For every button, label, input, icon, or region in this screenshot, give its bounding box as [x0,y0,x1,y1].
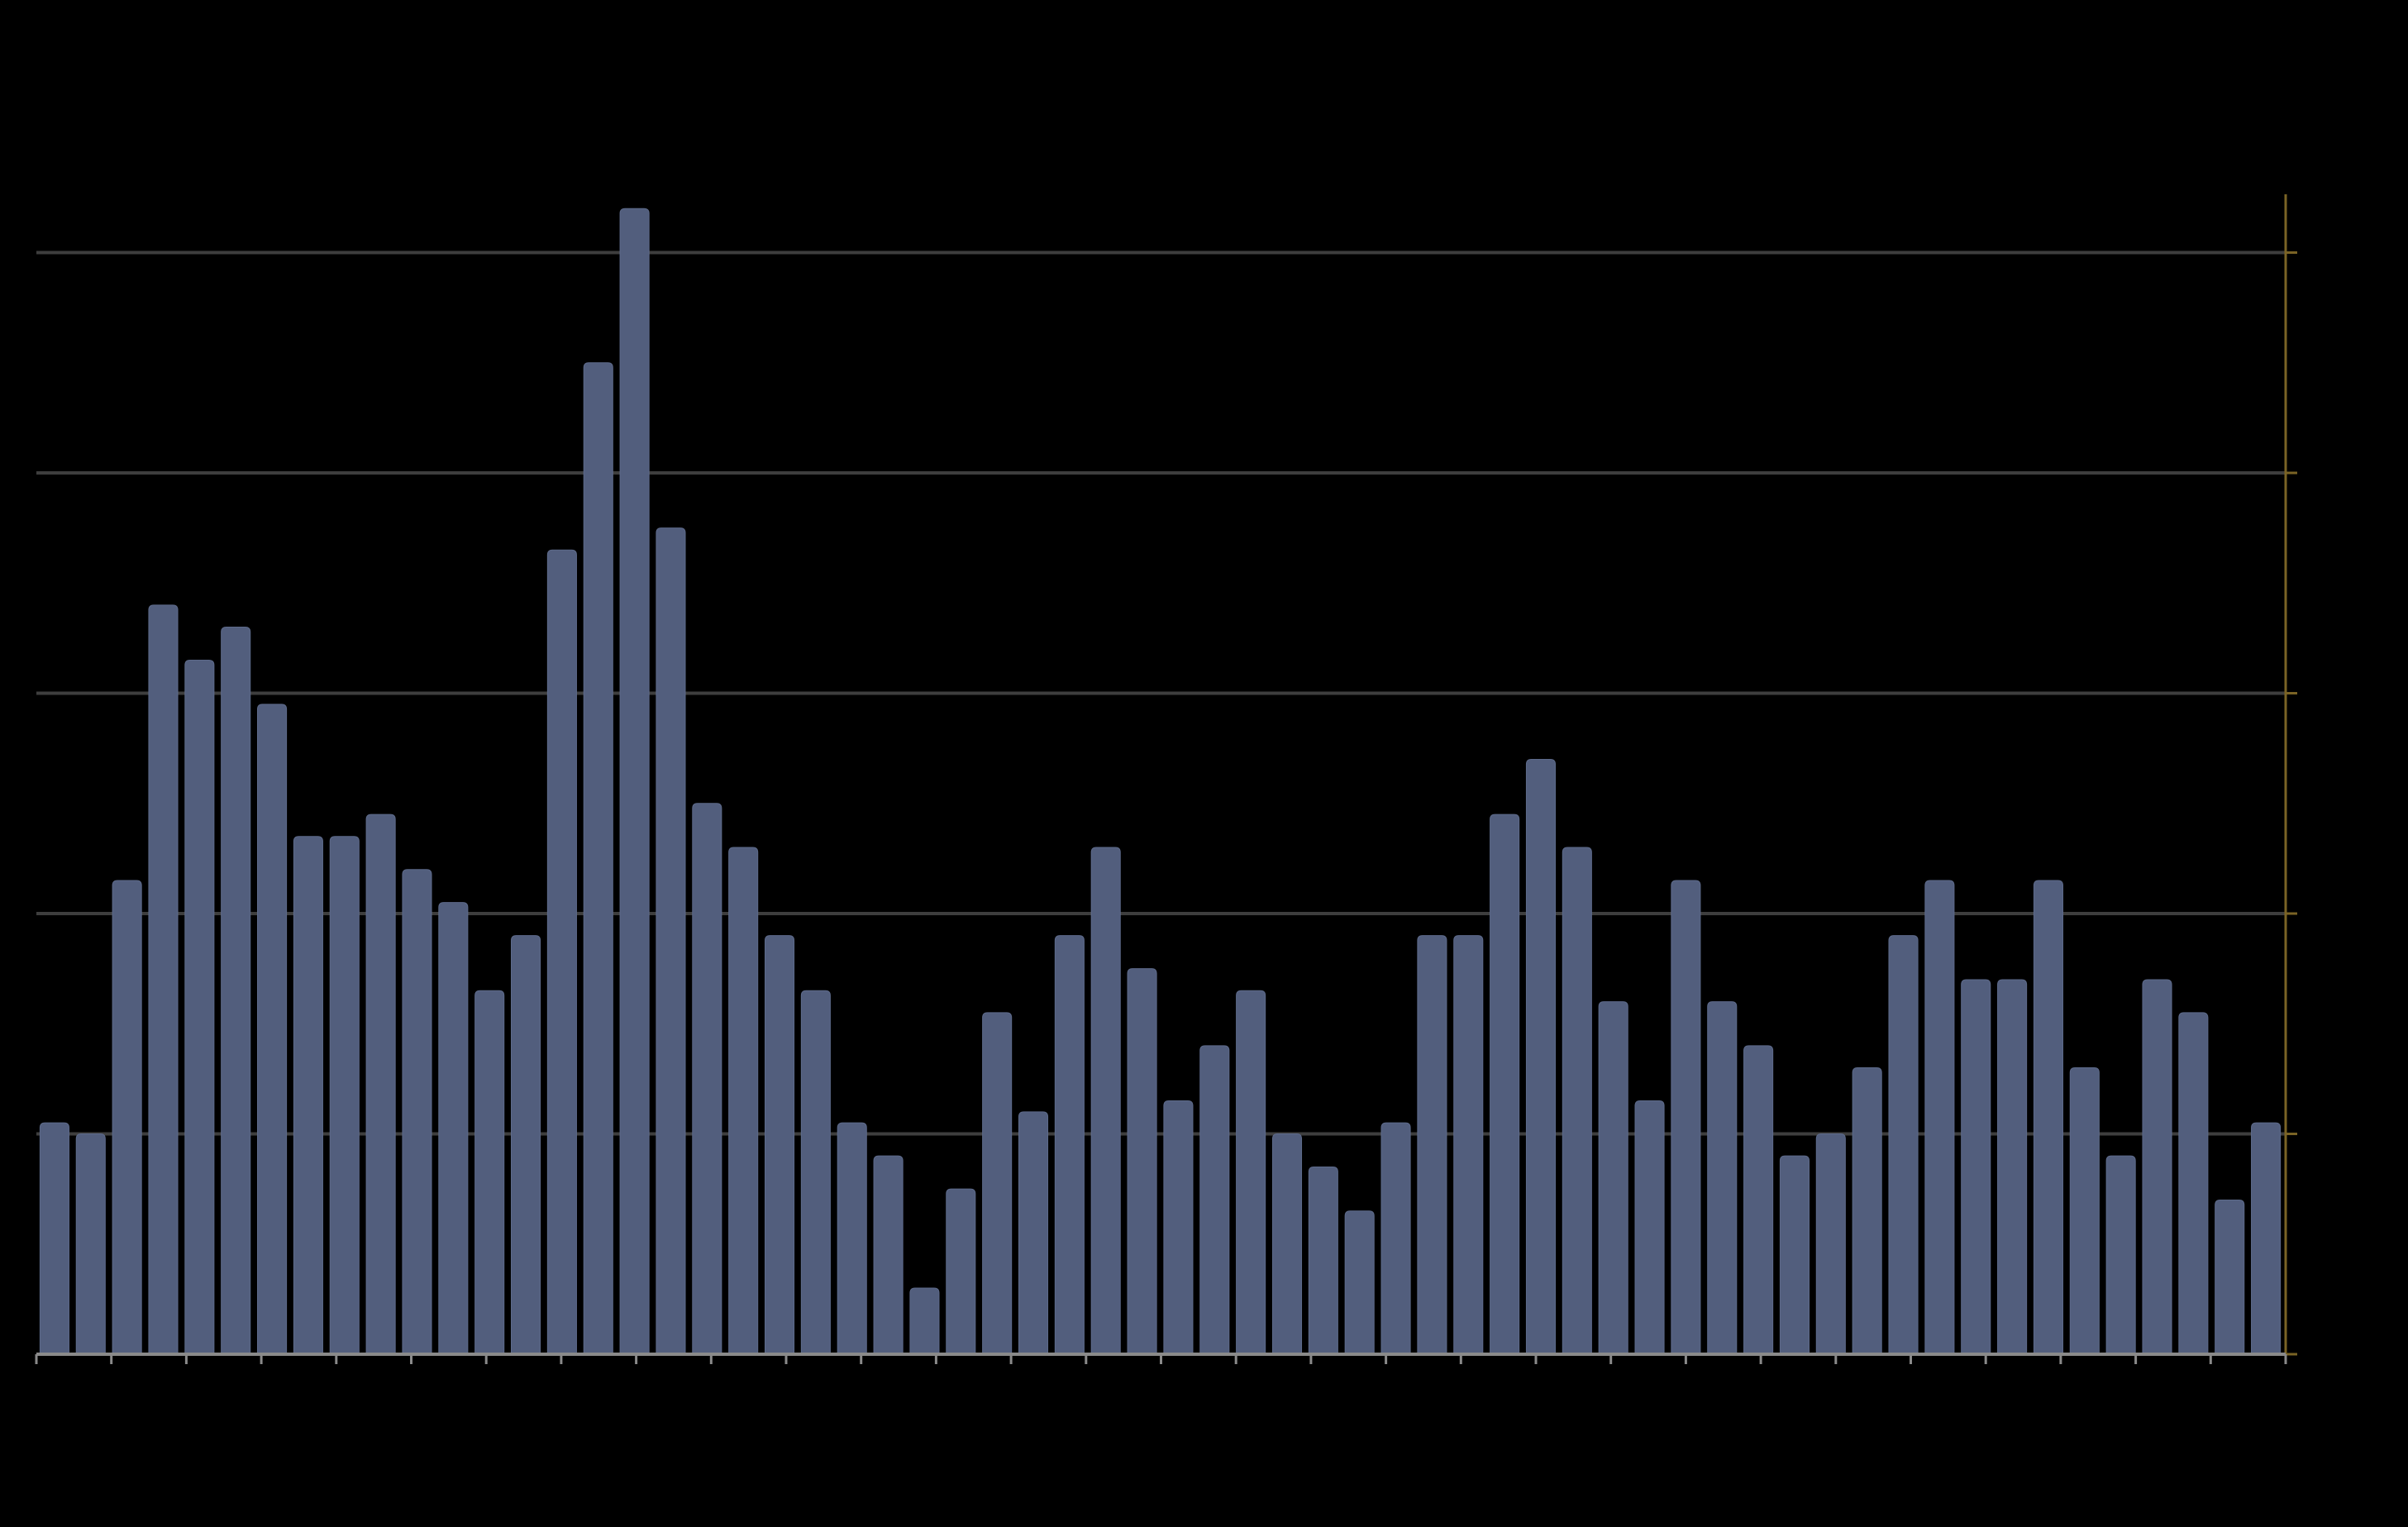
bar [39,1122,69,1355]
bar [1018,1111,1049,1355]
bar [1453,935,1484,1355]
bar [1997,979,2028,1355]
x-axis [35,1353,2287,1364]
bar [1525,758,1557,1355]
bar [2069,1067,2100,1355]
bar [148,604,179,1355]
bar [112,880,142,1355]
bar [1598,1001,1628,1355]
bar [1562,847,1592,1355]
bar [546,549,577,1355]
bar [1671,880,1701,1355]
bar [692,803,722,1355]
bar [873,1155,904,1355]
bar [1308,1166,1338,1355]
bar [1344,1210,1375,1355]
bar [402,869,432,1355]
bar [1380,1122,1411,1355]
bar [764,935,795,1355]
bar [2251,1122,2282,1355]
bars [39,208,2282,1355]
bar [1163,1100,1194,1355]
bar [2033,880,2063,1355]
bar [800,990,831,1355]
bar [329,836,360,1355]
bar [1271,1133,1303,1355]
right-axis [2284,194,2297,1356]
bar [438,902,469,1355]
bar [2178,1012,2209,1355]
bar [583,362,613,1355]
bar [2105,1155,2136,1355]
bar [619,208,650,1355]
bar [728,847,759,1355]
bar [1127,968,1157,1355]
bar [365,814,396,1355]
bar [221,627,251,1355]
bar [946,1188,976,1355]
bar [1199,1045,1230,1355]
bar [982,1012,1013,1355]
bar [1054,935,1085,1355]
bar [1779,1155,1810,1355]
bar [909,1287,940,1355]
bar [1707,1001,1738,1355]
bar [1236,990,1266,1355]
bar [2142,979,2172,1355]
bar [257,704,288,1355]
bar [1417,935,1447,1355]
bar [2215,1199,2245,1355]
bar [837,1122,867,1355]
bar [184,660,215,1355]
bar [1888,935,1919,1355]
bar [293,836,323,1355]
bar [1924,880,1955,1355]
bar [474,990,505,1355]
bar [1815,1133,1846,1355]
bar [1490,814,1520,1355]
bar [656,527,686,1355]
bar [510,935,541,1355]
bar [1852,1067,1882,1355]
bar [1634,1100,1665,1355]
bar [1961,979,1991,1355]
bar [1743,1045,1774,1355]
bar [1090,847,1121,1355]
bar [75,1133,106,1355]
